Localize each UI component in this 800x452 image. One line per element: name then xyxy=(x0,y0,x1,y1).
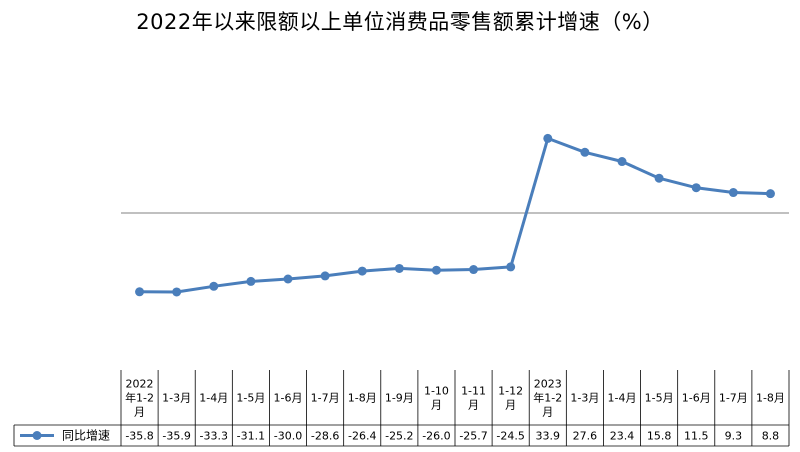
data-value-label: 23.4 xyxy=(610,430,635,443)
x-tick-label: 1-5月 xyxy=(236,392,265,405)
data-value-label: -26.0 xyxy=(422,430,450,443)
data-point xyxy=(246,276,256,286)
legend-marker xyxy=(32,431,42,440)
data-point xyxy=(543,133,553,143)
x-tick-label: 1-4月 xyxy=(608,392,637,405)
data-point xyxy=(283,274,293,284)
data-value-label: -25.2 xyxy=(385,430,413,443)
x-tick-label: 1-8月 xyxy=(756,392,785,405)
data-point xyxy=(765,189,775,199)
data-point xyxy=(135,287,145,297)
x-tick-label: 1-6月 xyxy=(682,392,711,405)
data-value-label: 33.9 xyxy=(536,430,561,443)
data-value-label: 15.8 xyxy=(647,430,672,443)
data-point xyxy=(617,157,627,167)
data-point xyxy=(357,266,367,276)
data-point xyxy=(209,281,219,291)
x-tick-label: 1-6月 xyxy=(274,392,303,405)
legend-label: 同比增速 xyxy=(62,429,110,443)
x-tick-label: 2023 年1-2 月 xyxy=(533,378,562,419)
data-point xyxy=(691,183,701,193)
data-point xyxy=(654,173,664,183)
data-value-label: -35.8 xyxy=(125,430,153,443)
x-tick-label: 1-3月 xyxy=(570,392,599,405)
x-tick-label: 1-4月 xyxy=(199,392,228,405)
x-tick-label: 1-7月 xyxy=(719,392,748,405)
data-point xyxy=(506,262,516,272)
data-value-label: 27.6 xyxy=(573,430,598,443)
data-point xyxy=(469,265,479,275)
data-value-label: 11.5 xyxy=(684,430,709,443)
data-point xyxy=(172,287,182,297)
data-value-label: -25.7 xyxy=(459,430,487,443)
data-value-label: -24.5 xyxy=(496,430,524,443)
x-tick-label: 1-12 月 xyxy=(498,385,523,412)
x-tick-label: 1-11 月 xyxy=(461,385,486,412)
data-value-label: -26.4 xyxy=(348,430,376,443)
x-tick-label: 1-5月 xyxy=(645,392,674,405)
data-point xyxy=(320,271,330,281)
data-value-label: 9.3 xyxy=(725,430,743,443)
x-tick-label: 1-8月 xyxy=(348,392,377,405)
data-point xyxy=(580,147,590,157)
x-tick-label: 1-10 月 xyxy=(424,385,449,412)
data-value-label: 8.8 xyxy=(762,430,780,443)
series-line xyxy=(139,136,771,294)
data-value-label: -31.1 xyxy=(237,430,265,443)
x-tick-label: 1-3月 xyxy=(162,392,191,405)
data-value-label: -28.6 xyxy=(311,430,339,443)
data-point xyxy=(394,263,404,273)
chart-title: 2022年以来限额以上单位消费品零售额累计增速（%） xyxy=(136,10,664,34)
data-point xyxy=(431,265,441,275)
x-tick-label: 1-9月 xyxy=(385,392,414,405)
data-value-label: -35.9 xyxy=(162,430,190,443)
x-tick-label: 1-7月 xyxy=(311,392,340,405)
data-point xyxy=(728,188,738,198)
x-tick-label: 2022 年1-2 月 xyxy=(125,378,154,419)
data-value-label: -30.0 xyxy=(274,430,302,443)
data-value-label: -33.3 xyxy=(200,430,228,443)
